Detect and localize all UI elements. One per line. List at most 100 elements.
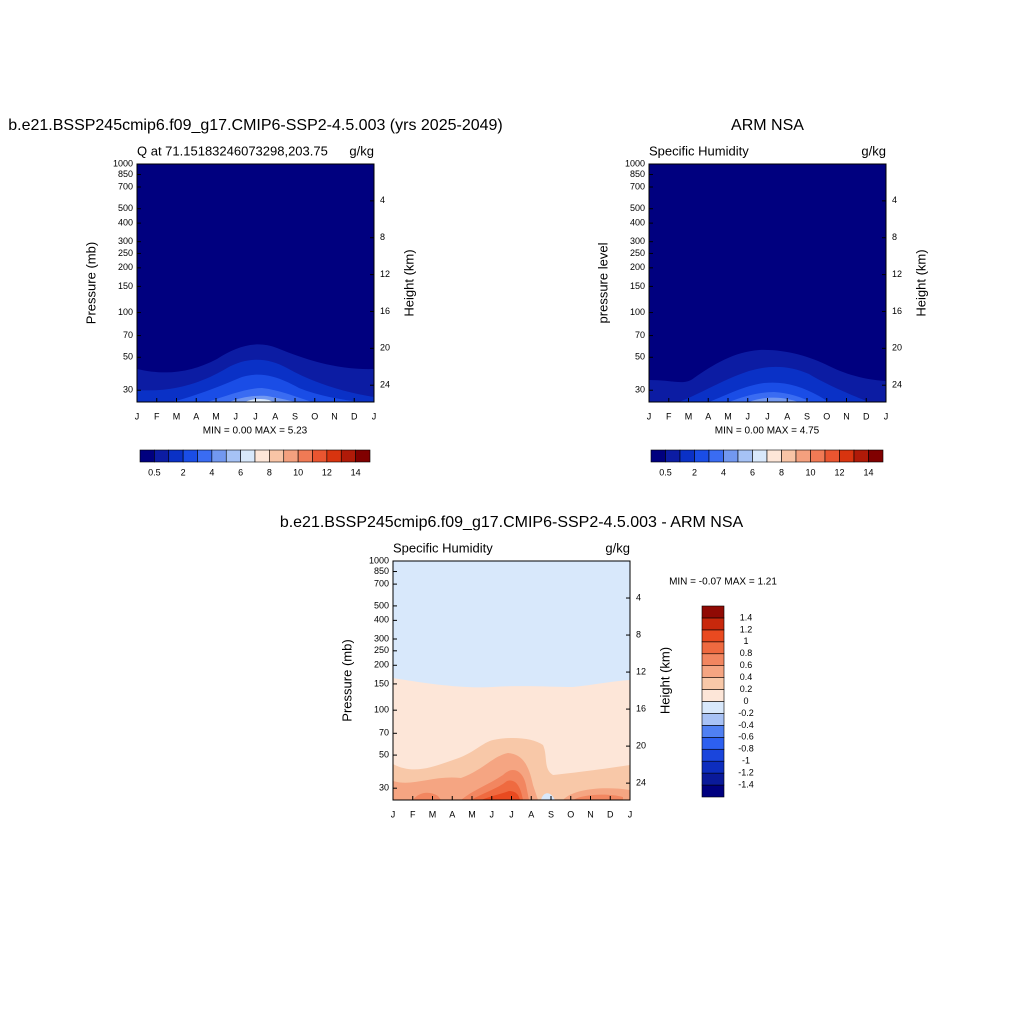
colorbar-label: 0.4 [740, 672, 753, 682]
colorbar-label: -0.8 [738, 744, 754, 754]
x-tick-label: D [607, 809, 614, 819]
y2-axis-label: Height (km) [401, 249, 416, 316]
y-tick-label: 400 [630, 217, 645, 227]
y2-tick-label: 24 [636, 778, 646, 788]
contour-band [481, 791, 520, 800]
colorbar-box [752, 449, 768, 463]
colorbar-box [139, 449, 155, 463]
x-tick-label: M [468, 809, 476, 819]
y-axis-label: Pressure (mb) [339, 639, 354, 721]
x-tick-label: A [705, 411, 711, 421]
y-tick-label: 70 [635, 330, 645, 340]
colorbar-box [665, 449, 681, 463]
x-tick-label: N [587, 809, 594, 819]
x-tick-label: S [292, 411, 298, 421]
colorbar-label: 2 [692, 467, 697, 477]
x-tick-label: J [746, 411, 751, 421]
y2-tick-label: 16 [380, 306, 390, 316]
y-axis-label: pressure level [595, 242, 610, 323]
x-tick-label: F [666, 411, 672, 421]
colorbar-box [701, 737, 725, 750]
colorbar-label: -1 [742, 756, 750, 766]
x-tick-label: M [173, 411, 181, 421]
y-tick-label: 50 [635, 352, 645, 362]
y-tick-label: 100 [374, 705, 389, 715]
colorbar-box [701, 760, 725, 774]
y-tick-label: 30 [123, 385, 133, 395]
y-tick-label: 50 [379, 749, 389, 759]
y-tick-label: 700 [118, 181, 133, 191]
y-tick-label: 300 [118, 236, 133, 246]
colorbar-label: 14 [863, 467, 873, 477]
subtitle-right: g/kg [349, 143, 374, 158]
contour-field [137, 164, 374, 402]
colorbar-label: 12 [322, 467, 332, 477]
y2-tick-label: 8 [892, 232, 897, 242]
x-tick-label: O [567, 809, 574, 819]
min-max-annotation: MIN = -0.07 MAX = 1.21 [669, 577, 777, 588]
y-tick-label: 100 [118, 307, 133, 317]
colorbar-label: -0.4 [738, 720, 754, 730]
y-tick-label: 1000 [113, 158, 133, 168]
x-tick-label: F [154, 411, 160, 421]
subtitle-right: g/kg [861, 143, 886, 158]
colorbar-box [795, 449, 811, 463]
colorbar-box [781, 449, 797, 463]
y-tick-label: 200 [374, 660, 389, 670]
colorbar-box [701, 725, 725, 738]
x-tick-label: O [311, 411, 318, 421]
x-tick-label: J [765, 411, 770, 421]
colorbar-box [701, 677, 725, 690]
colorbar-box [701, 784, 725, 798]
colorbar-box [694, 449, 710, 463]
y-tick-label: 30 [635, 385, 645, 395]
x-tick-label: A [193, 411, 199, 421]
colorbar-label: 0 [743, 696, 748, 706]
colorbar-box [154, 449, 170, 463]
y-tick-label: 250 [630, 248, 645, 258]
y2-tick-label: 24 [892, 380, 902, 390]
colorbar-box [701, 713, 725, 726]
colorbar-label: 12 [834, 467, 844, 477]
contour-band [245, 398, 273, 402]
colorbar-label: 0.8 [740, 648, 753, 658]
colorbar-label: 6 [238, 467, 243, 477]
x-tick-label: M [429, 809, 437, 819]
y2-tick-label: 20 [892, 343, 902, 353]
colorbar-label: -0.6 [738, 732, 754, 742]
colorbar-box [340, 449, 356, 463]
colorbar-box [312, 449, 328, 463]
x-tick-label: J [647, 411, 652, 421]
x-tick-label: J [490, 809, 495, 819]
y-tick-label: 500 [630, 203, 645, 213]
y-tick-label: 400 [118, 217, 133, 227]
colorbar-label: 10 [293, 467, 303, 477]
colorbar-box [701, 629, 725, 643]
contour-band [172, 374, 362, 402]
panel-title: b.e21.BSSP245cmip6.f09_g17.CMIP6-SSP2-4.… [8, 117, 503, 134]
x-tick-label: J [628, 809, 633, 819]
contour-band [229, 395, 295, 402]
colorbar-box [701, 772, 725, 786]
colorbar-label: 8 [779, 467, 784, 477]
y-tick-label: 700 [374, 578, 389, 588]
panel: ARM NSA Specific Humidity g/kg pressure lev… [595, 117, 928, 477]
subtitle-left: Q at 71.15183246073298,203.75 [137, 143, 328, 158]
contour-band [207, 388, 312, 402]
contour-band [413, 792, 441, 800]
colorbar-label: 0.6 [740, 660, 753, 670]
y-tick-label: 250 [118, 248, 133, 258]
y-tick-label: 1000 [625, 158, 645, 168]
min-max-annotation: MIN = 0.00 MAX = 5.23 [203, 426, 308, 437]
colorbar-box [708, 449, 724, 463]
y2-tick-label: 16 [636, 703, 646, 713]
y-tick-label: 850 [118, 169, 133, 179]
colorbar-box [701, 701, 725, 714]
colorbar-box [701, 748, 725, 762]
colorbar-label: 1.2 [740, 624, 753, 634]
x-tick-label: J [253, 411, 258, 421]
y-tick-label: 50 [123, 352, 133, 362]
y-tick-label: 70 [123, 330, 133, 340]
colorbar-box [701, 665, 725, 678]
